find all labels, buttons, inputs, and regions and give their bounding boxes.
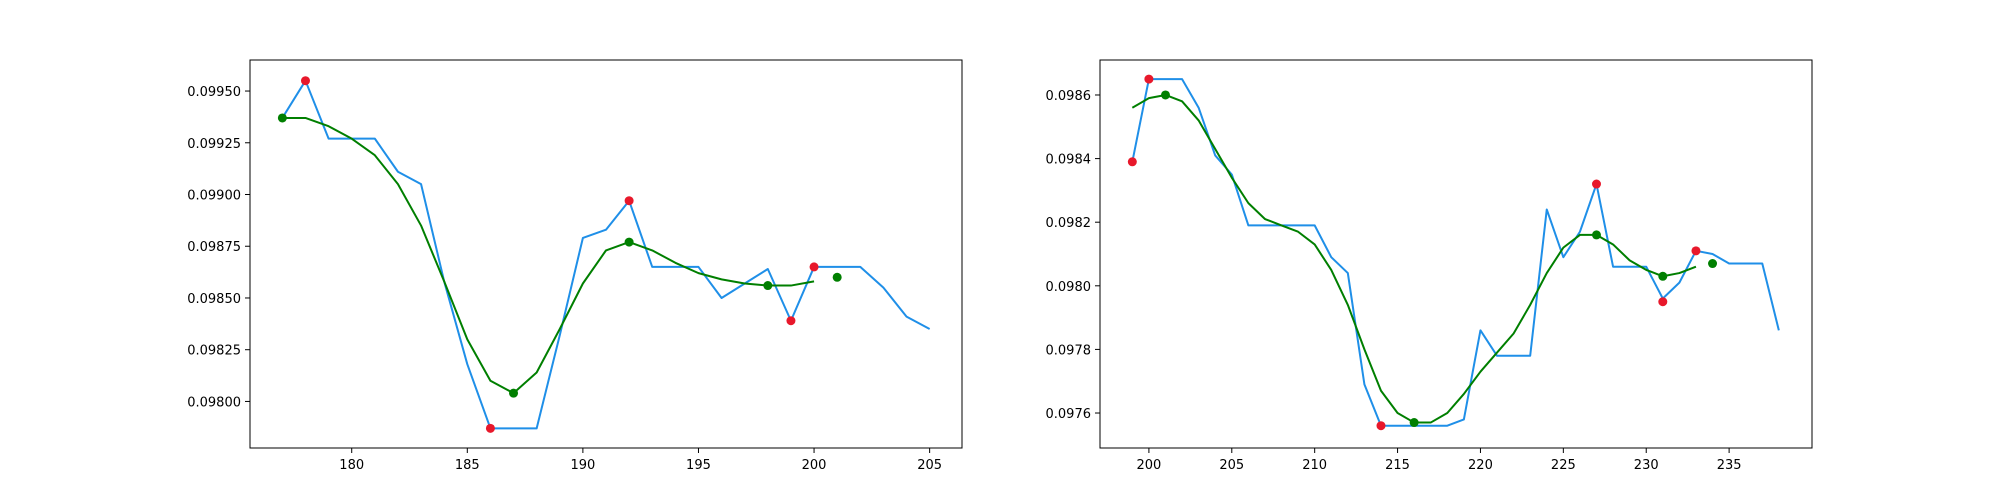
chart-0-series-2-point <box>624 196 634 206</box>
chart-0-y-tick-label: 0.09825 <box>187 344 241 359</box>
chart-1-y-tick-label: 0.0980 <box>1046 280 1092 295</box>
chart-1-series-2-point <box>1691 246 1701 256</box>
chart-1-series-3-point <box>1409 418 1419 428</box>
chart-0-series-2-point <box>809 262 819 272</box>
chart-0-plot-frame <box>249 59 963 449</box>
chart-1-x-tick-label: 215 <box>1385 458 1410 473</box>
chart-0-y-tick-label: 0.09950 <box>187 85 241 100</box>
chart-0-series-2-point <box>300 76 310 86</box>
chart-0-y-tick-label: 0.09800 <box>187 395 241 410</box>
chart-0-y-tick-label: 0.09900 <box>187 189 241 204</box>
chart-1-y-tick-label: 0.0986 <box>1046 89 1092 104</box>
chart-1-x-tick-label: 230 <box>1634 458 1659 473</box>
chart-1-series-3-point <box>1591 230 1601 240</box>
right-chart: 200 205 210 215 220 225 230 235 0.0976 0.0978 0.09… <box>1046 59 1813 473</box>
chart-0-x-tick-label: 180 <box>339 458 364 473</box>
chart-0-series-3-point <box>763 281 773 291</box>
chart-0-series-3-point <box>832 272 842 282</box>
chart-1-series-2-point <box>1127 157 1137 167</box>
chart-1-series-3-point <box>1658 271 1668 281</box>
chart-1-series-3-point <box>1160 90 1170 100</box>
chart-0-series-3-point <box>624 237 634 247</box>
chart-1-y-tick-label: 0.0984 <box>1046 153 1092 168</box>
chart-0-series-3-point <box>277 113 287 123</box>
chart-1-series-2-point <box>1591 179 1601 189</box>
chart-1-x-tick-label: 225 <box>1551 458 1576 473</box>
chart-0-x-tick-label: 205 <box>917 458 942 473</box>
chart-1-series-3-point <box>1708 259 1718 269</box>
chart-1-x-tick-label: 200 <box>1136 458 1161 473</box>
chart-1-series-2-point <box>1376 421 1386 431</box>
chart-1-y-tick-label: 0.0978 <box>1046 343 1092 358</box>
chart-0-series-0-line <box>281 79 931 430</box>
chart-1-series-0-line <box>1131 78 1780 427</box>
chart-1-y-tick-label: 0.0982 <box>1046 216 1092 231</box>
chart-0-x-tick-label: 185 <box>455 458 480 473</box>
chart-1-x-tick-label: 235 <box>1717 458 1742 473</box>
chart-0-series-1-line <box>282 116 815 395</box>
left-chart: 180 185 190 195 200 205 0.09800 0.09825 0.09850 0… <box>187 59 963 473</box>
chart-0-y-tick-label: 0.09875 <box>187 240 241 255</box>
chart-0-series-3-point <box>509 388 519 398</box>
chart-0-x-tick-label: 200 <box>802 458 827 473</box>
chart-1-x-tick-label: 210 <box>1302 458 1327 473</box>
chart-0-x-tick-label: 190 <box>570 458 595 473</box>
chart-0-x-tick-label: 195 <box>686 458 711 473</box>
chart-0-y-tick-label: 0.09850 <box>187 292 241 307</box>
chart-1-series-2-point <box>1144 74 1154 84</box>
chart-1-y-tick-label: 0.0976 <box>1046 407 1092 422</box>
chart-0-y-tick-label: 0.09925 <box>187 137 241 152</box>
chart-1-x-tick-label: 220 <box>1468 458 1493 473</box>
chart-1-series-2-point <box>1658 297 1668 307</box>
chart-0-series-2-point <box>485 423 495 433</box>
chart-1-x-tick-label: 205 <box>1219 458 1244 473</box>
chart-1-plot-frame <box>1099 59 1813 449</box>
chart-0-series-2-point <box>786 316 796 326</box>
